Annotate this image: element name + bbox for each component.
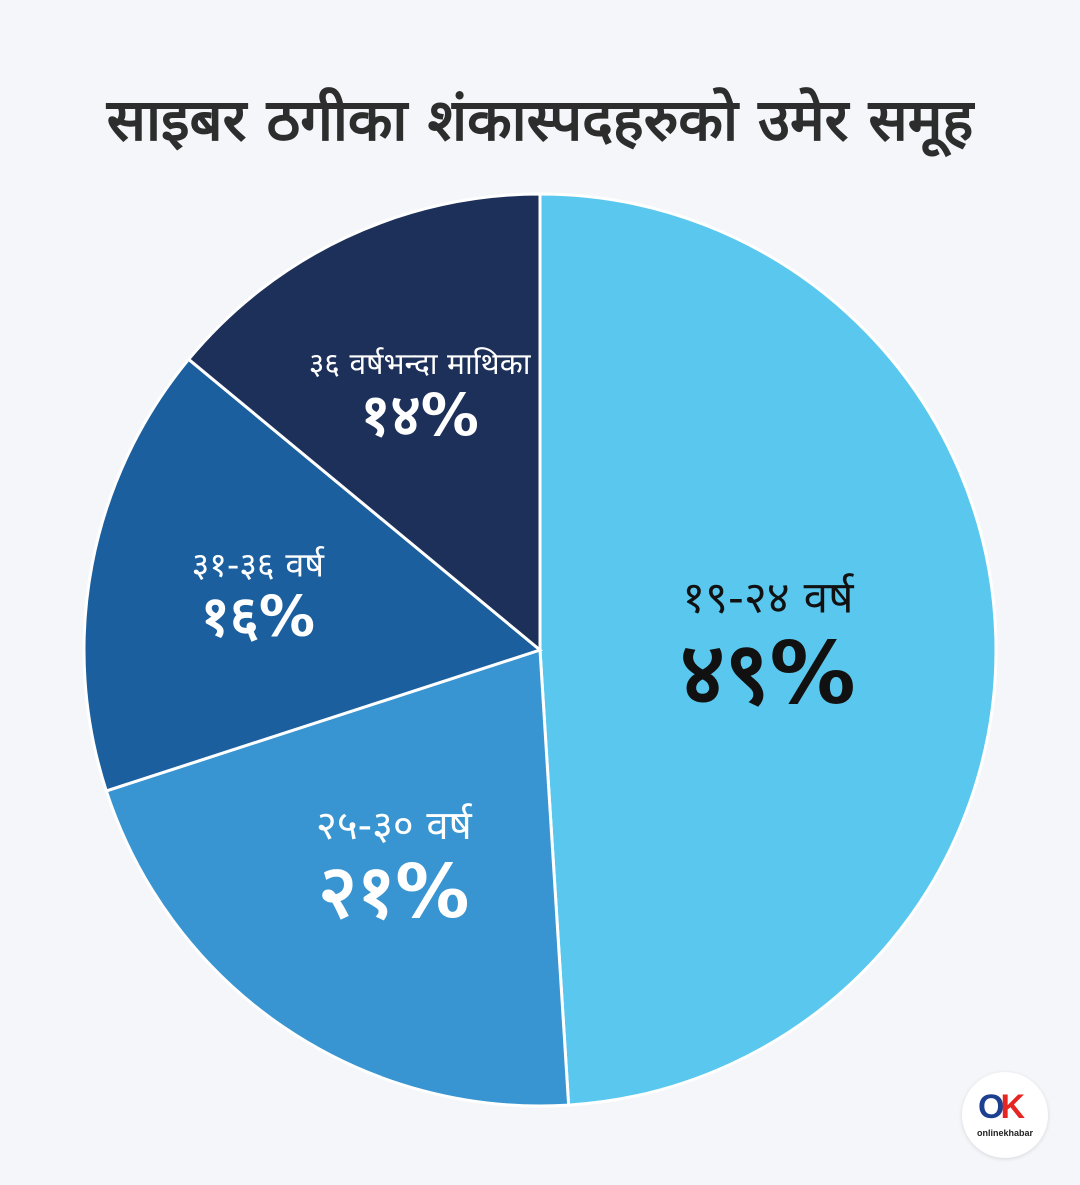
onlinekhabar-logo: OK onlinekhabar: [962, 1072, 1048, 1158]
pie-slice-1: [538, 192, 998, 1107]
slice-value-1: ४९%: [680, 624, 856, 724]
slice-value-2: २१%: [318, 849, 469, 935]
ok-logo-mark: OK: [978, 1088, 1025, 1126]
pie-slices: [82, 192, 998, 1108]
slice-value-3: १६%: [201, 584, 315, 649]
pie-slice-3: [82, 357, 544, 793]
logo-brand-text: onlinekhabar: [976, 1128, 1033, 1138]
pie-slice-4: [186, 192, 542, 654]
slice-label-2: २५-३० वर्ष: [316, 803, 473, 849]
pie-slice-2: [104, 647, 571, 1108]
slice-label-4: ३६ वर्षभन्दा माथिका: [309, 347, 532, 382]
pie-labels: १९-२४ वर्ष४९% २५-३० वर्ष२१% ३१-३६ वर्ष१६% ३…: [192, 347, 856, 935]
slice-value-4: १४%: [360, 381, 478, 449]
slice-label-3: ३१-३६ वर्ष: [192, 546, 326, 586]
chart-title: साइबर ठगीका शंकास्पदहरुको उमेर समूह: [106, 86, 974, 154]
slice-label-1: १९-२४ वर्ष: [682, 573, 855, 624]
